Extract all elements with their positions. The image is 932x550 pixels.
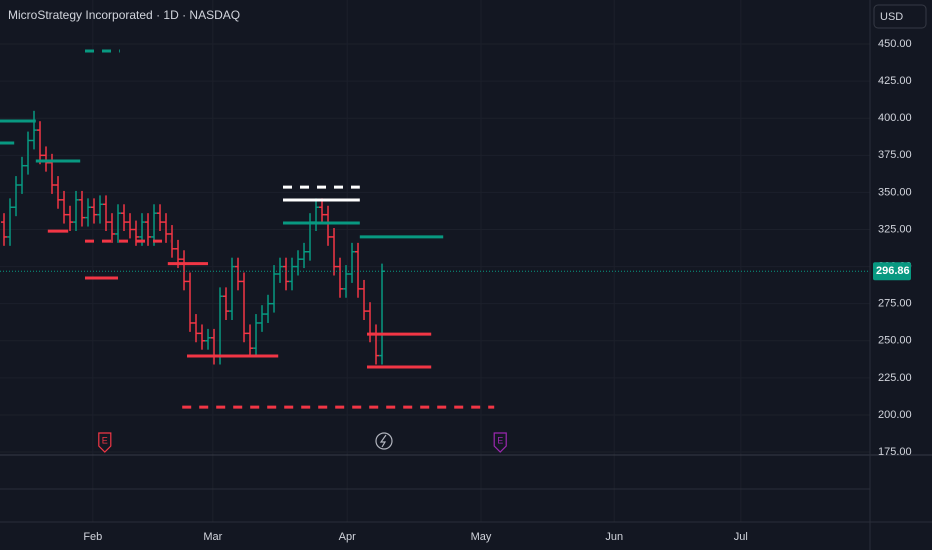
ohlc-bar [79, 190, 86, 227]
ohlc-bar [277, 257, 284, 283]
ohlc-bar [229, 257, 236, 320]
ohlc-bar [325, 205, 332, 246]
ohlc-bar [355, 242, 362, 298]
x-tick-label: Jun [605, 531, 623, 543]
x-tick-label: Jul [734, 531, 748, 543]
y-tick-label: 375.00 [878, 149, 912, 161]
ohlc-bar [259, 305, 266, 332]
ohlc-bar [187, 272, 194, 332]
ohlc-bar [283, 257, 290, 291]
x-tick-label: Mar [203, 531, 222, 543]
y-tick-label: 275.00 [878, 298, 912, 310]
axes: 175.00200.00225.00250.00275.00300.00325.… [83, 38, 911, 543]
ohlc-bar [97, 195, 104, 224]
ohlc-bar [91, 198, 98, 224]
event-badge [493, 432, 507, 453]
ohlc-bar [349, 242, 356, 283]
ohlc-bar [67, 205, 74, 231]
y-tick-label: 200.00 [878, 409, 912, 421]
currency-button[interactable] [873, 4, 927, 29]
ohlc-bar [289, 257, 296, 291]
ohlc-bar [55, 176, 62, 209]
ohlc-bar [73, 190, 80, 231]
ohlc-bar [61, 190, 68, 224]
chart-title: MicroStrategy Incorporated · 1D · NASDAQ [8, 8, 240, 22]
ohlc-bar [1, 213, 8, 246]
ohlc-bar [181, 250, 188, 291]
ohlc-bar [115, 204, 122, 243]
x-tick-label: Apr [339, 531, 356, 543]
y-tick-label: 450.00 [878, 38, 912, 50]
ohlc-bar [361, 279, 368, 320]
ohlc-bar [205, 328, 212, 350]
y-tick-label: 325.00 [878, 223, 912, 235]
ohlc-bar [151, 204, 158, 246]
ohlc-bar [271, 265, 278, 313]
ohlc-bar [337, 257, 344, 298]
ohlc-bar [85, 198, 92, 227]
ohlc-bar [127, 213, 134, 239]
y-tick-label: 425.00 [878, 75, 912, 87]
ohlc-bar [253, 314, 260, 358]
ohlc-bar [343, 265, 350, 298]
ohlc-bar [235, 257, 242, 291]
ohlc-bar [121, 204, 128, 231]
ohlc-bar [31, 110, 38, 150]
y-tick-label: 250.00 [878, 335, 912, 347]
ohlc-bar [103, 195, 110, 231]
ohlc-bar [7, 198, 14, 246]
event-label: E [102, 435, 108, 445]
ohlc-bar [13, 176, 20, 217]
ohlc-bar [37, 121, 44, 165]
event-label: E [497, 435, 503, 445]
ohlc-bar [145, 213, 152, 246]
ohlc-bar [199, 324, 206, 350]
ohlc-bar [241, 272, 248, 343]
currency-label[interactable]: USD [880, 11, 903, 23]
y-tick-label: 350.00 [878, 186, 912, 198]
ohlc-bar [163, 213, 170, 243]
ohlc-bar [25, 131, 32, 175]
ohlc-bar [331, 228, 338, 276]
y-tick-label: 225.00 [878, 372, 912, 384]
x-tick-label: May [471, 531, 492, 543]
ohlc-bar [169, 225, 176, 258]
ohlc-bar [301, 242, 308, 269]
ohlc-bar [265, 294, 272, 323]
ohlc-bar [19, 156, 26, 194]
dividend-icon [375, 432, 393, 450]
ohlc-bar [43, 146, 50, 172]
ohlc-bar [295, 250, 302, 276]
ohlc-bar [247, 324, 254, 358]
ohlc-bar [157, 204, 164, 231]
ohlc-bar [223, 287, 230, 320]
y-tick-label: 175.00 [878, 446, 912, 458]
ohlc-bar [109, 213, 116, 243]
event-badge [98, 432, 112, 453]
grid [0, 0, 870, 522]
x-tick-label: Feb [83, 531, 102, 543]
ohlc-bar [193, 314, 200, 343]
last-price-label: 296.86 [876, 265, 910, 277]
last-price-badge [873, 262, 911, 281]
y-tick-label: 400.00 [878, 112, 912, 124]
ohlc-bar [319, 198, 326, 224]
